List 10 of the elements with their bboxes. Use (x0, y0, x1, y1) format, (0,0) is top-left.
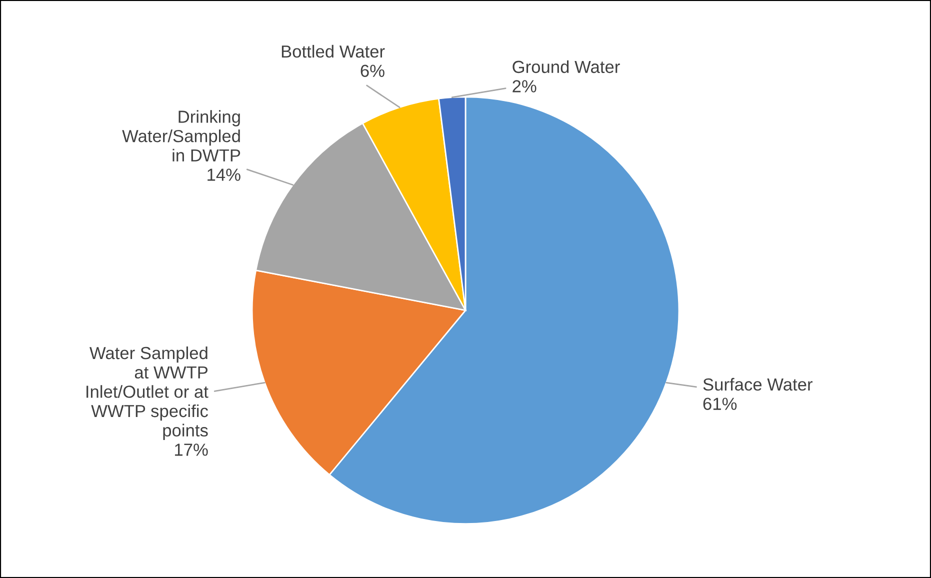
data-label: 14% (208, 168, 240, 181)
slice-label: Ground Water (512, 60, 620, 74)
data-label: 6% (360, 64, 384, 78)
slice-label: Surface Water (703, 378, 812, 391)
data-label: 17% (175, 444, 208, 456)
data-label: 61% (703, 398, 737, 410)
data-label: 2% (512, 80, 536, 92)
slice-label: Bottled Water (282, 44, 385, 58)
slice-label: Water Sampled at WWTP Inlet/Outlet or at WWTP specific points (86, 346, 208, 440)
slice-label: Drinking Water/Sampled in DWTP (122, 110, 240, 162)
